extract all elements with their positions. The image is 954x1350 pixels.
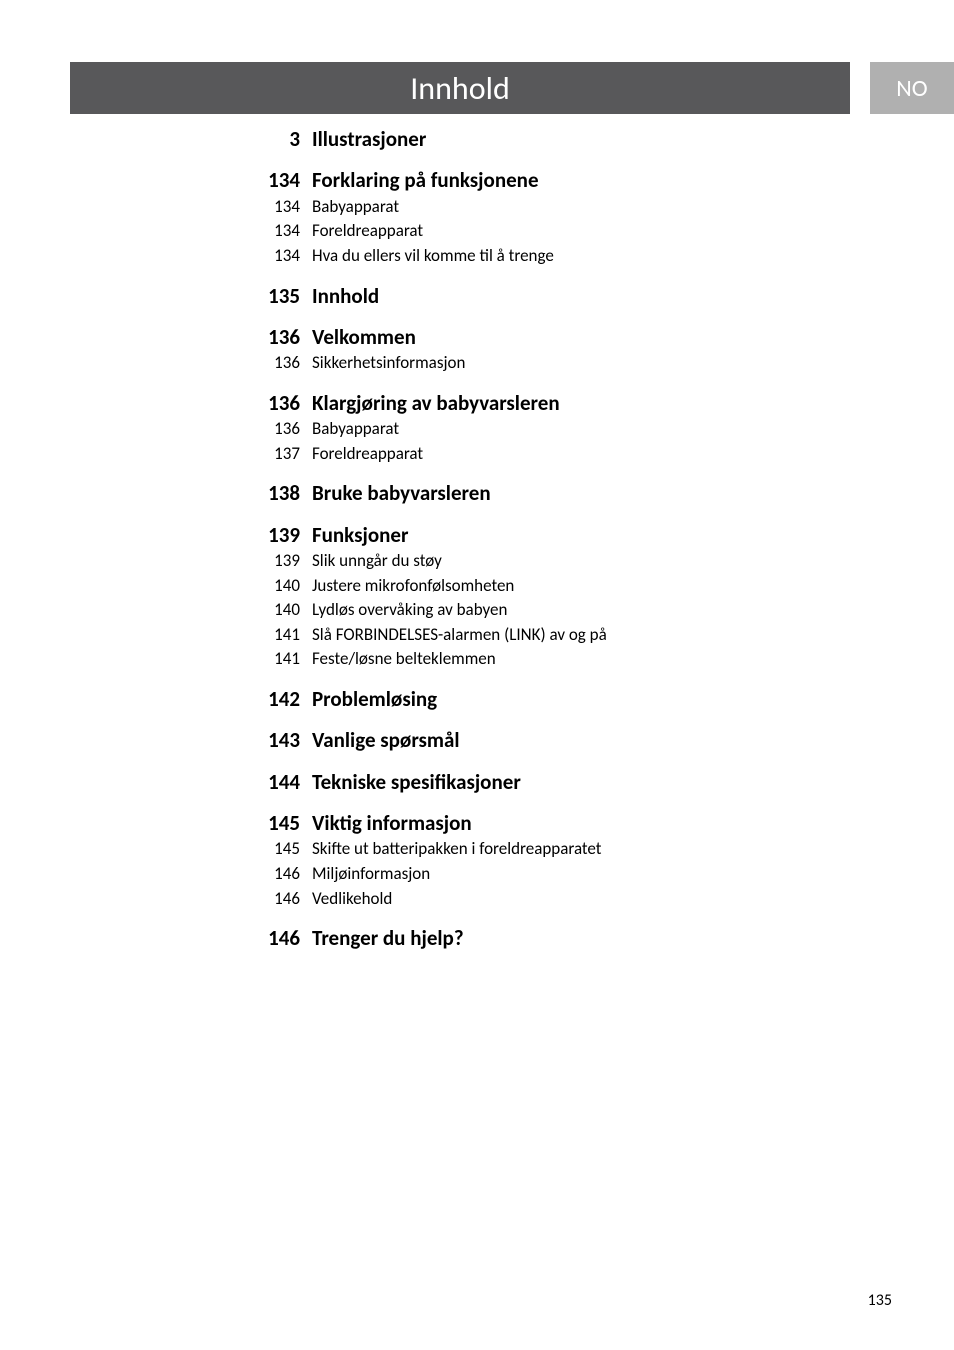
toc-section: 139Funksjoner139Slik unngår du støy140Ju… — [260, 522, 880, 673]
toc-page-number: 135 — [260, 283, 312, 310]
toc-subitem: 140Lydløs overvåking av babyen — [260, 598, 880, 623]
toc-subitem-text: Slå FORBINDELSES-alarmen (LINK) av og på — [312, 623, 880, 648]
toc-section: 144Tekniske spesifikasjoner — [260, 769, 880, 796]
toc-page-number: 136 — [260, 417, 312, 442]
toc-subitem: 140Justere mikrofonfølsomheten — [260, 574, 880, 599]
toc-subitem-text: Miljøinformasjon — [312, 862, 880, 887]
toc-section: 3Illustrasjoner — [260, 126, 880, 153]
toc-subitem: 146Miljøinformasjon — [260, 862, 880, 887]
toc-heading: 135Innhold — [260, 283, 880, 310]
toc-page-number: 139 — [260, 522, 312, 549]
toc-heading-text: Funksjoner — [312, 522, 880, 549]
toc-page-number: 134 — [260, 195, 312, 220]
toc-page-number: 138 — [260, 480, 312, 507]
toc-subitem-text: Skifte ut batteripakken i foreldreappara… — [312, 837, 880, 862]
toc-subitem-text: Babyapparat — [312, 195, 880, 220]
toc-page-number: 144 — [260, 769, 312, 796]
toc-heading-text: Velkommen — [312, 324, 880, 351]
toc-page-number: 134 — [260, 219, 312, 244]
toc-subitem: 134Hva du ellers vil komme til å trenge — [260, 244, 880, 269]
toc-heading: 145Viktig informasjon — [260, 810, 880, 837]
toc-subitem: 134Babyapparat — [260, 195, 880, 220]
page-number: 135 — [868, 1291, 892, 1310]
toc-page-number: 141 — [260, 623, 312, 648]
toc-section: 146Trenger du hjelp? — [260, 925, 880, 952]
toc-section: 142Problemløsing — [260, 686, 880, 713]
toc-heading: 142Problemløsing — [260, 686, 880, 713]
toc-heading-text: Trenger du hjelp? — [312, 925, 880, 952]
toc-subitem: 141Slå FORBINDELSES-alarmen (LINK) av og… — [260, 623, 880, 648]
toc-heading: 136Klargjøring av babyvarsleren — [260, 390, 880, 417]
toc-page-number: 136 — [260, 324, 312, 351]
toc-heading-text: Problemløsing — [312, 686, 880, 713]
toc-subitem: 136Babyapparat — [260, 417, 880, 442]
toc-page-number: 145 — [260, 837, 312, 862]
toc-section: 145Viktig informasjon145Skifte ut batter… — [260, 810, 880, 911]
toc-page-number: 141 — [260, 647, 312, 672]
toc-section: 136Klargjøring av babyvarsleren136Babyap… — [260, 390, 880, 467]
toc-page-number: 134 — [260, 167, 312, 194]
toc-heading: 3Illustrasjoner — [260, 126, 880, 153]
toc-section: 136Velkommen136Sikkerhetsinformasjon — [260, 324, 880, 376]
language-tab: NO — [870, 62, 954, 114]
toc-page-number: 136 — [260, 390, 312, 417]
toc-subitem: 137Foreldreapparat — [260, 442, 880, 467]
toc-heading: 139Funksjoner — [260, 522, 880, 549]
toc-subitem-text: Lydløs overvåking av babyen — [312, 598, 880, 623]
toc-page-number: 137 — [260, 442, 312, 467]
toc-page-number: 3 — [260, 126, 312, 153]
toc-heading-text: Illustrasjoner — [312, 126, 880, 153]
toc-page-number: 146 — [260, 887, 312, 912]
toc-page-number: 143 — [260, 727, 312, 754]
toc-subitem-text: Feste/løsne belteklemmen — [312, 647, 880, 672]
toc-subitem: 146Vedlikehold — [260, 887, 880, 912]
toc-section: 143Vanlige spørsmål — [260, 727, 880, 754]
toc-subitem-text: Hva du ellers vil komme til å trenge — [312, 244, 880, 269]
toc-section: 138Bruke babyvarsleren — [260, 480, 880, 507]
toc-subitem-text: Slik unngår du støy — [312, 549, 880, 574]
toc-subitem: 136Sikkerhetsinformasjon — [260, 351, 880, 376]
toc-heading: 143Vanlige spørsmål — [260, 727, 880, 754]
toc-subitem: 141Feste/løsne belteklemmen — [260, 647, 880, 672]
toc-subitem-text: Vedlikehold — [312, 887, 880, 912]
toc-page-number: 142 — [260, 686, 312, 713]
toc-subitem: 145Skifte ut batteripakken i foreldreapp… — [260, 837, 880, 862]
toc-page-number: 140 — [260, 598, 312, 623]
toc-subitem-text: Foreldreapparat — [312, 442, 880, 467]
toc-heading-text: Klargjøring av babyvarsleren — [312, 390, 880, 417]
header-bar: Innhold — [70, 62, 850, 114]
toc-subitem-text: Sikkerhetsinformasjon — [312, 351, 880, 376]
toc-subitem-text: Foreldreapparat — [312, 219, 880, 244]
toc-heading: 144Tekniske spesifikasjoner — [260, 769, 880, 796]
toc-heading: 146Trenger du hjelp? — [260, 925, 880, 952]
toc-page-number: 146 — [260, 925, 312, 952]
toc-subitem-text: Babyapparat — [312, 417, 880, 442]
toc-section: 135Innhold — [260, 283, 880, 310]
toc-subitem: 139Slik unngår du støy — [260, 549, 880, 574]
toc-heading-text: Tekniske spesifikasjoner — [312, 769, 880, 796]
toc-subitem: 134Foreldreapparat — [260, 219, 880, 244]
toc-heading-text: Forklaring på funksjonene — [312, 167, 880, 194]
toc-page-number: 134 — [260, 244, 312, 269]
page-title: Innhold — [410, 69, 510, 108]
toc-heading: 138Bruke babyvarsleren — [260, 480, 880, 507]
toc-page-number: 140 — [260, 574, 312, 599]
toc-subitem-text: Justere mikrofonfølsomheten — [312, 574, 880, 599]
toc-section: 134Forklaring på funksjonene134Babyappar… — [260, 167, 880, 268]
toc-page-number: 136 — [260, 351, 312, 376]
toc-heading-text: Innhold — [312, 283, 880, 310]
toc-page-number: 146 — [260, 862, 312, 887]
toc-heading-text: Viktig informasjon — [312, 810, 880, 837]
toc-heading-text: Bruke babyvarsleren — [312, 480, 880, 507]
toc-heading-text: Vanlige spørsmål — [312, 727, 880, 754]
toc-page-number: 145 — [260, 810, 312, 837]
toc-heading: 134Forklaring på funksjonene — [260, 167, 880, 194]
table-of-contents: 3Illustrasjoner134Forklaring på funksjon… — [260, 126, 880, 967]
toc-heading: 136Velkommen — [260, 324, 880, 351]
toc-page-number: 139 — [260, 549, 312, 574]
language-code: NO — [896, 74, 927, 103]
